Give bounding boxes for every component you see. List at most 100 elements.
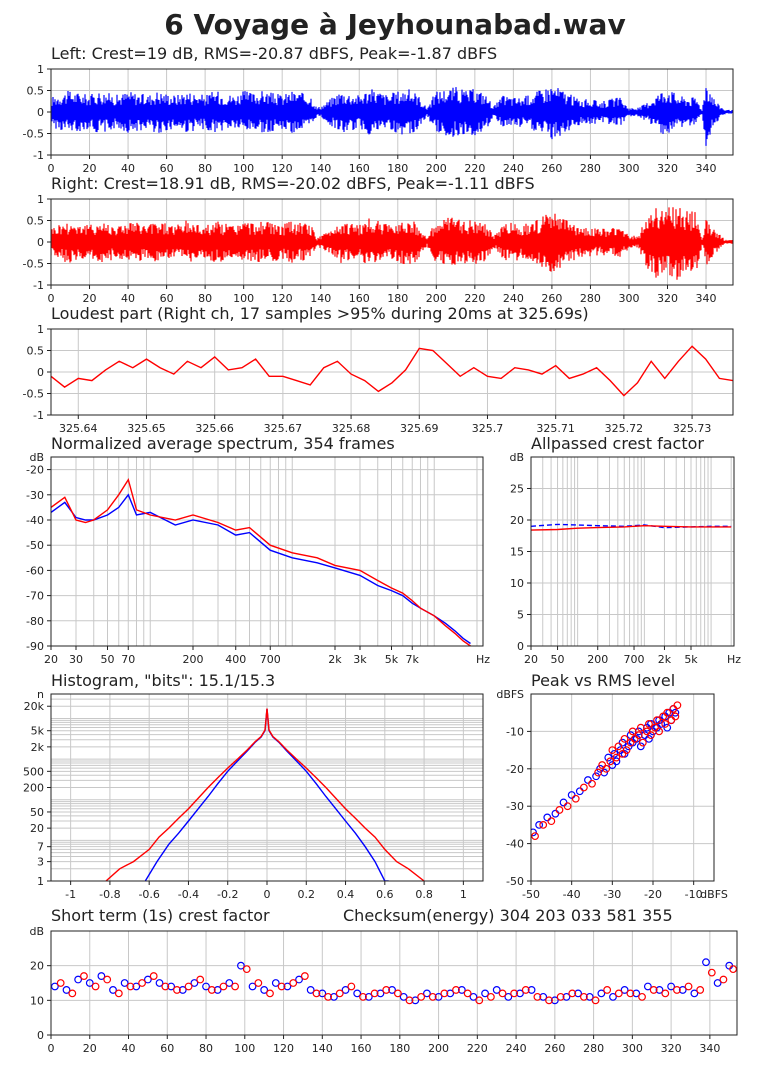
x-tick-label: -50 bbox=[522, 888, 540, 901]
x-tick-label: -0.6 bbox=[138, 888, 159, 901]
data-point bbox=[330, 992, 338, 1001]
data-point bbox=[643, 982, 652, 991]
short-term-crest-data bbox=[51, 958, 737, 1005]
series-right-line bbox=[531, 524, 732, 531]
loudest-part-chart: Loudest part (Right ch, 17 samples >95% … bbox=[23, 304, 734, 435]
data-point bbox=[492, 986, 501, 994]
data-point bbox=[97, 972, 106, 980]
data-point bbox=[370, 989, 379, 998]
data-point bbox=[580, 992, 588, 1001]
data-point bbox=[196, 975, 205, 984]
data-point bbox=[671, 708, 680, 717]
data-point bbox=[539, 821, 548, 829]
right-waveform-chart: Right: Crest=18.91 dB, RMS=-20.02 dBFS, … bbox=[23, 174, 734, 305]
data-point bbox=[719, 975, 728, 984]
data-point bbox=[594, 768, 602, 777]
data-point bbox=[602, 764, 611, 773]
data-point bbox=[678, 986, 687, 994]
x-tick-label: 140 bbox=[310, 292, 331, 305]
left-waveform-data bbox=[51, 87, 733, 146]
y-tick-label: 0.5 bbox=[27, 345, 45, 358]
short-term-crest-title: Short term (1s) crest factor bbox=[51, 906, 270, 925]
data-point bbox=[562, 992, 571, 1001]
data-point bbox=[673, 701, 682, 710]
y-tick-label: 500 bbox=[23, 765, 44, 778]
x-tick-label: 220 bbox=[467, 1042, 488, 1055]
data-point bbox=[190, 979, 199, 987]
x-tick-label: 20 bbox=[83, 1042, 97, 1055]
y-tick-label: -40 bbox=[506, 838, 524, 851]
data-point bbox=[376, 989, 385, 998]
x-tick-label: 160 bbox=[349, 162, 370, 175]
x-tick-label: 80 bbox=[199, 1042, 213, 1055]
series-right-points bbox=[56, 965, 737, 1005]
data-point bbox=[469, 992, 478, 1001]
x-tick-label: 100 bbox=[233, 292, 254, 305]
data-point bbox=[663, 708, 672, 717]
avg-spectrum-plot-area bbox=[51, 457, 483, 646]
data-point bbox=[103, 975, 112, 984]
data-point bbox=[547, 817, 556, 826]
x-tick-label: 140 bbox=[310, 162, 331, 175]
data-point bbox=[531, 828, 537, 837]
y-tick-label: 25 bbox=[510, 483, 524, 496]
x-tick-label: -10 bbox=[685, 888, 703, 901]
data-point bbox=[219, 982, 228, 991]
y-tick-label: -1 bbox=[33, 409, 44, 422]
x-tick-label: 60 bbox=[160, 162, 174, 175]
data-point bbox=[481, 989, 489, 998]
data-point bbox=[347, 982, 356, 991]
y-tick-label: -50 bbox=[506, 875, 524, 888]
x-tick-label: 200 bbox=[182, 653, 203, 666]
data-point bbox=[457, 986, 466, 994]
y-tick-label: 0 bbox=[517, 640, 524, 653]
data-point bbox=[504, 992, 513, 1001]
y-tick-label: 1 bbox=[37, 323, 44, 336]
data-point bbox=[606, 757, 615, 766]
data-point bbox=[661, 720, 670, 728]
data-point bbox=[555, 806, 564, 814]
x-tick-label: 40 bbox=[121, 292, 135, 305]
data-point bbox=[597, 989, 606, 998]
x-tick-label: 0 bbox=[48, 1042, 55, 1055]
y-tick-label: -0.5 bbox=[23, 128, 44, 141]
data-point bbox=[563, 802, 572, 811]
x-tick-label: 30 bbox=[69, 653, 83, 666]
data-point bbox=[475, 996, 484, 1005]
x-tick-label: 20 bbox=[44, 653, 58, 666]
data-point bbox=[289, 979, 298, 987]
left-waveform-title: Left: Crest=19 dB, RMS=-20.87 dBFS, Peak… bbox=[51, 44, 497, 63]
data-point bbox=[382, 986, 391, 994]
data-point bbox=[271, 979, 280, 987]
data-point bbox=[671, 712, 680, 721]
y-axis-label: n bbox=[37, 688, 44, 701]
data-point bbox=[510, 989, 519, 998]
x-tick-label: 140 bbox=[312, 1042, 333, 1055]
data-point bbox=[114, 989, 123, 998]
x-tick-label: 240 bbox=[503, 162, 524, 175]
data-point bbox=[143, 975, 152, 984]
peak-vs-rms-title: Peak vs RMS level bbox=[531, 671, 675, 690]
y-tick-label: 50 bbox=[30, 806, 44, 819]
x-tick-label: 220 bbox=[464, 292, 485, 305]
y-tick-label: 200 bbox=[23, 782, 44, 795]
y-tick-label: -30 bbox=[506, 800, 524, 813]
data-point bbox=[713, 979, 722, 987]
data-point bbox=[603, 986, 612, 994]
data-point bbox=[353, 989, 362, 998]
data-point bbox=[539, 992, 548, 1001]
data-point bbox=[592, 772, 600, 781]
data-point bbox=[237, 961, 245, 970]
y-tick-label: 20k bbox=[24, 700, 45, 713]
data-point bbox=[364, 992, 373, 1001]
x-tick-label: 280 bbox=[580, 292, 601, 305]
data-point bbox=[173, 986, 181, 994]
x-tick-label: 320 bbox=[661, 1042, 682, 1055]
data-point bbox=[647, 731, 655, 740]
x-tick-label: 300 bbox=[618, 292, 639, 305]
data-point bbox=[585, 992, 594, 1001]
data-point bbox=[126, 982, 135, 991]
x-tick-label: 3k bbox=[353, 653, 367, 666]
x-tick-label: 2k bbox=[658, 653, 672, 666]
avg-spectrum-data bbox=[51, 477, 471, 646]
